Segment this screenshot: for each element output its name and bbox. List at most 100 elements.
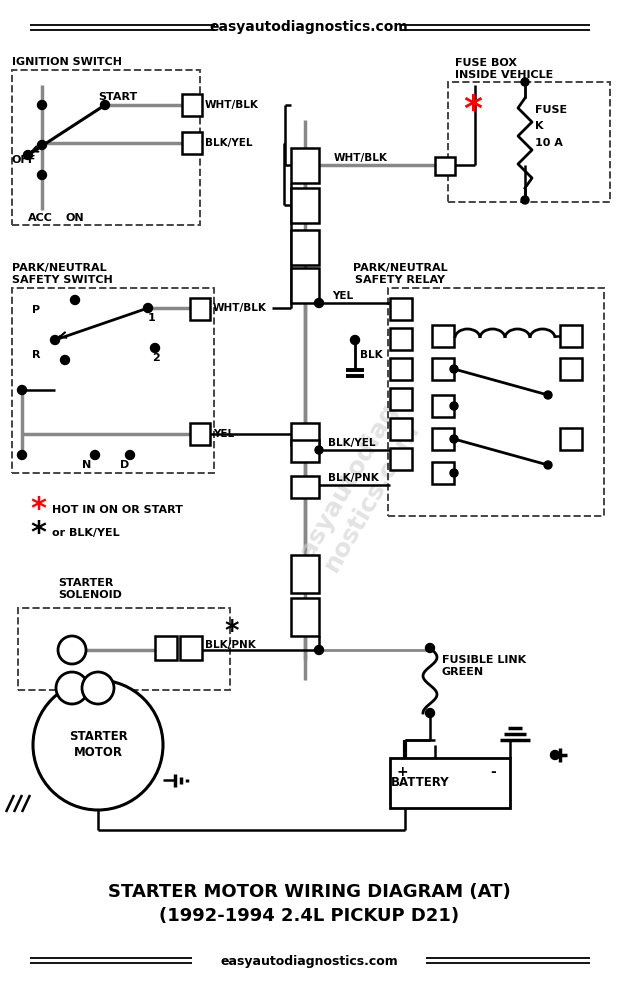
Circle shape <box>125 450 135 460</box>
Text: *: * <box>30 518 46 548</box>
Text: K: K <box>535 121 543 131</box>
Text: WHT/BLK: WHT/BLK <box>213 303 267 313</box>
Text: or BLK/YEL: or BLK/YEL <box>52 528 120 538</box>
Bar <box>390 298 412 320</box>
Text: WHT/BLK: WHT/BLK <box>334 153 388 163</box>
Bar <box>390 358 412 380</box>
Circle shape <box>51 336 59 344</box>
Circle shape <box>315 646 323 654</box>
Bar <box>291 555 319 593</box>
Bar <box>291 423 319 445</box>
Circle shape <box>426 644 434 652</box>
Bar <box>390 388 412 410</box>
Text: +: + <box>397 765 408 779</box>
Bar <box>388 288 604 516</box>
Bar <box>12 288 214 473</box>
Circle shape <box>450 365 458 373</box>
Bar <box>432 428 454 450</box>
Circle shape <box>101 101 109 109</box>
Text: HOT IN ON OR START: HOT IN ON OR START <box>52 505 183 515</box>
Bar <box>291 476 319 498</box>
Text: GREEN: GREEN <box>442 667 484 677</box>
Circle shape <box>17 385 27 394</box>
Bar <box>560 358 582 380</box>
Text: *: * <box>225 618 239 646</box>
Bar <box>12 70 200 225</box>
Text: 10 A: 10 A <box>535 138 563 148</box>
Text: (1992-1994 2.4L PICKUP D21): (1992-1994 2.4L PICKUP D21) <box>159 907 459 925</box>
Bar <box>560 428 582 450</box>
Text: easyautodiagnostics.com: easyautodiagnostics.com <box>210 20 408 34</box>
Text: BLK/YEL: BLK/YEL <box>205 138 253 148</box>
Text: STARTER: STARTER <box>58 578 113 588</box>
Circle shape <box>38 170 46 180</box>
Text: N: N <box>82 460 91 470</box>
Circle shape <box>56 672 88 704</box>
Circle shape <box>33 680 163 810</box>
Text: SOLENOID: SOLENOID <box>58 590 122 600</box>
Bar <box>291 268 319 303</box>
Text: WHT/BLK: WHT/BLK <box>205 100 259 110</box>
Text: -: - <box>490 765 496 779</box>
Text: S: S <box>65 645 73 655</box>
Text: INSIDE VEHICLE: INSIDE VEHICLE <box>455 70 553 80</box>
Text: BLK/PNK: BLK/PNK <box>328 473 379 483</box>
Circle shape <box>38 140 46 149</box>
Text: IGNITION SWITCH: IGNITION SWITCH <box>12 57 122 67</box>
Circle shape <box>58 636 86 664</box>
Circle shape <box>450 469 458 477</box>
Text: 2: 2 <box>152 353 159 363</box>
Text: easyautodiag-
nostics.com: easyautodiag- nostics.com <box>287 390 433 590</box>
Bar <box>432 395 454 417</box>
Text: BLK/PNK: BLK/PNK <box>205 640 256 650</box>
Text: easyautodiagnostics.com: easyautodiagnostics.com <box>220 954 398 968</box>
Text: PARK/NEUTRAL: PARK/NEUTRAL <box>353 263 447 273</box>
Bar <box>180 636 202 660</box>
Text: MOTOR: MOTOR <box>74 746 122 760</box>
Circle shape <box>143 304 153 312</box>
Bar <box>155 636 177 660</box>
Text: ACC: ACC <box>28 213 53 223</box>
Text: R: R <box>32 350 41 360</box>
Text: SAFETY SWITCH: SAFETY SWITCH <box>12 275 112 285</box>
Text: STARTER MOTOR WIRING DIAGRAM (AT): STARTER MOTOR WIRING DIAGRAM (AT) <box>108 883 510 901</box>
Circle shape <box>23 150 33 159</box>
Bar <box>291 598 319 636</box>
Bar <box>448 82 610 202</box>
Circle shape <box>315 298 323 308</box>
Text: P: P <box>32 305 40 315</box>
Circle shape <box>426 708 434 718</box>
Circle shape <box>544 391 552 399</box>
Bar <box>432 358 454 380</box>
Circle shape <box>521 196 529 204</box>
Bar <box>435 157 455 175</box>
Circle shape <box>551 750 559 760</box>
Bar <box>18 608 230 690</box>
Text: YEL: YEL <box>332 291 353 301</box>
Text: FUSIBLE LINK: FUSIBLE LINK <box>442 655 526 665</box>
Bar <box>432 462 454 484</box>
Bar <box>560 325 582 347</box>
Text: YEL: YEL <box>213 429 234 439</box>
Circle shape <box>82 672 114 704</box>
Bar <box>390 418 412 440</box>
Circle shape <box>151 344 159 353</box>
Bar <box>390 758 510 808</box>
Text: STARTER: STARTER <box>69 730 127 744</box>
Circle shape <box>450 402 458 410</box>
Text: BLK/YEL: BLK/YEL <box>328 438 376 448</box>
Text: D: D <box>120 460 129 470</box>
Bar <box>390 448 412 470</box>
Bar <box>182 94 202 116</box>
Text: *: * <box>30 495 46 524</box>
Circle shape <box>350 336 360 344</box>
Circle shape <box>315 446 323 454</box>
Text: BATTERY: BATTERY <box>391 776 449 788</box>
Text: OFF: OFF <box>11 155 35 165</box>
Text: ON: ON <box>65 213 83 223</box>
Circle shape <box>521 78 529 86</box>
Bar <box>190 298 210 320</box>
Circle shape <box>70 296 80 304</box>
Text: FUSE: FUSE <box>535 105 567 115</box>
Bar <box>432 325 454 347</box>
